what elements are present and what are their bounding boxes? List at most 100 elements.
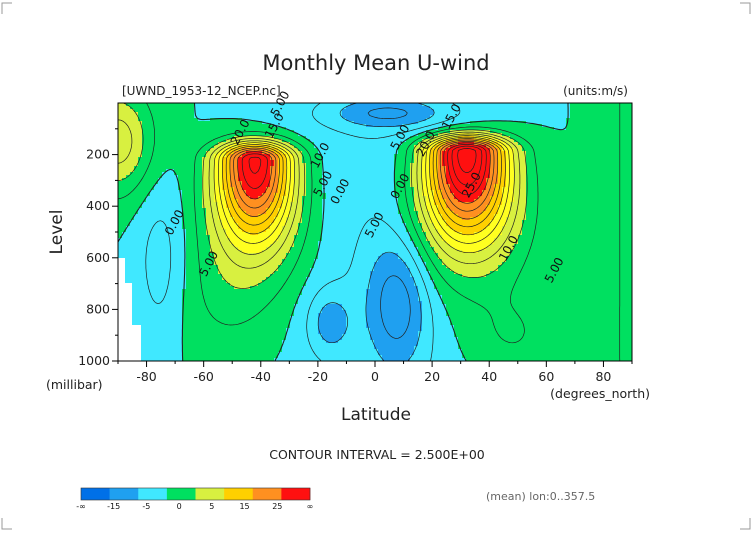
fill-cell	[362, 118, 367, 122]
fill-cell	[554, 118, 559, 122]
fill-cell	[350, 103, 355, 107]
fill-cell	[314, 121, 319, 125]
fill-cell	[550, 133, 555, 137]
fill-cell	[606, 133, 611, 137]
fill-cell	[438, 115, 443, 119]
fill-cell	[222, 115, 227, 119]
fill-cell	[254, 136, 259, 140]
fill-cell	[162, 136, 167, 140]
chart-title: Monthly Mean U-wind	[262, 51, 489, 75]
fill-cell	[314, 142, 319, 146]
fill-cell	[194, 118, 199, 122]
fill-cell	[498, 133, 503, 137]
fill-cell	[618, 130, 623, 134]
fill-cell	[286, 103, 291, 107]
fill-cell	[158, 130, 163, 134]
fill-cell	[250, 124, 255, 128]
fill-cell	[230, 136, 235, 140]
fill-cell	[554, 124, 559, 128]
fill-cell	[386, 103, 391, 107]
fill-cell	[326, 109, 331, 113]
fill-cell	[166, 133, 171, 137]
fill-cell	[134, 103, 139, 107]
fill-cell	[594, 103, 599, 107]
fill-cell	[302, 115, 307, 119]
fill-cell	[370, 106, 375, 110]
fill-cell	[142, 136, 147, 140]
fill-cell	[162, 115, 167, 119]
fill-cell	[190, 136, 195, 140]
fill-cell	[410, 124, 415, 128]
fill-cell	[334, 106, 339, 110]
fill-cell	[374, 124, 379, 128]
fill-cell	[306, 109, 311, 113]
fill-cell	[330, 127, 335, 131]
fill-cell	[262, 106, 267, 110]
fill-cell	[130, 103, 135, 107]
fill-cell	[558, 115, 563, 119]
fill-cell	[398, 121, 403, 125]
fill-cell	[214, 103, 219, 107]
fill-cell	[134, 130, 139, 134]
fill-cell	[430, 133, 435, 137]
fill-cell	[262, 133, 267, 137]
fill-cell	[154, 121, 159, 125]
fill-cell	[490, 121, 495, 125]
fill-cell	[250, 136, 255, 140]
fill-cell	[162, 121, 167, 125]
fill-cell	[250, 121, 255, 125]
fill-cell	[206, 103, 211, 107]
fill-cell	[126, 124, 131, 128]
fill-cell	[326, 124, 331, 128]
fill-cell	[438, 118, 443, 122]
fill-cell	[442, 112, 447, 116]
fill-cell	[130, 133, 135, 137]
fill-cell	[602, 118, 607, 122]
fill-cell	[318, 139, 323, 143]
fill-cell	[166, 118, 171, 122]
fill-cell	[186, 121, 191, 125]
fill-cell	[518, 127, 523, 131]
fill-cell	[170, 115, 175, 119]
fill-cell	[590, 139, 595, 143]
fill-cell	[446, 112, 451, 116]
fill-cell	[514, 115, 519, 119]
fill-cell	[546, 121, 551, 125]
fill-cell	[430, 127, 435, 131]
fill-cell	[366, 136, 371, 140]
fill-cell	[374, 109, 379, 113]
fill-cell	[542, 130, 547, 134]
fill-cell	[466, 127, 471, 131]
fill-cell	[382, 142, 387, 146]
fill-cell	[534, 139, 539, 143]
fill-cell	[598, 121, 603, 125]
fill-cell	[274, 139, 279, 143]
fill-cell	[170, 109, 175, 113]
fill-cell	[382, 121, 387, 125]
fill-cell	[486, 130, 491, 134]
fill-cell	[474, 118, 479, 122]
fill-cell	[630, 139, 632, 143]
fill-cell	[118, 112, 123, 116]
fill-cell	[566, 139, 571, 143]
fill-cell	[222, 121, 227, 125]
fill-cell	[626, 133, 631, 137]
fill-cell	[506, 106, 511, 110]
fill-cell	[330, 106, 335, 110]
fill-cell	[618, 121, 623, 125]
fill-cell	[494, 109, 499, 113]
fill-cell	[342, 115, 347, 119]
fill-cell	[458, 106, 463, 110]
fill-cell	[546, 124, 551, 128]
fill-cell	[258, 133, 263, 137]
fill-cell	[398, 127, 403, 131]
fill-cell	[234, 109, 239, 113]
fill-cell	[342, 103, 347, 107]
fill-cell	[378, 112, 383, 116]
fill-cell	[154, 106, 159, 110]
fill-cell	[482, 124, 487, 128]
fill-cell	[602, 133, 607, 137]
fill-cell	[598, 118, 603, 122]
fill-cell	[154, 127, 159, 131]
fill-cell	[222, 106, 227, 110]
